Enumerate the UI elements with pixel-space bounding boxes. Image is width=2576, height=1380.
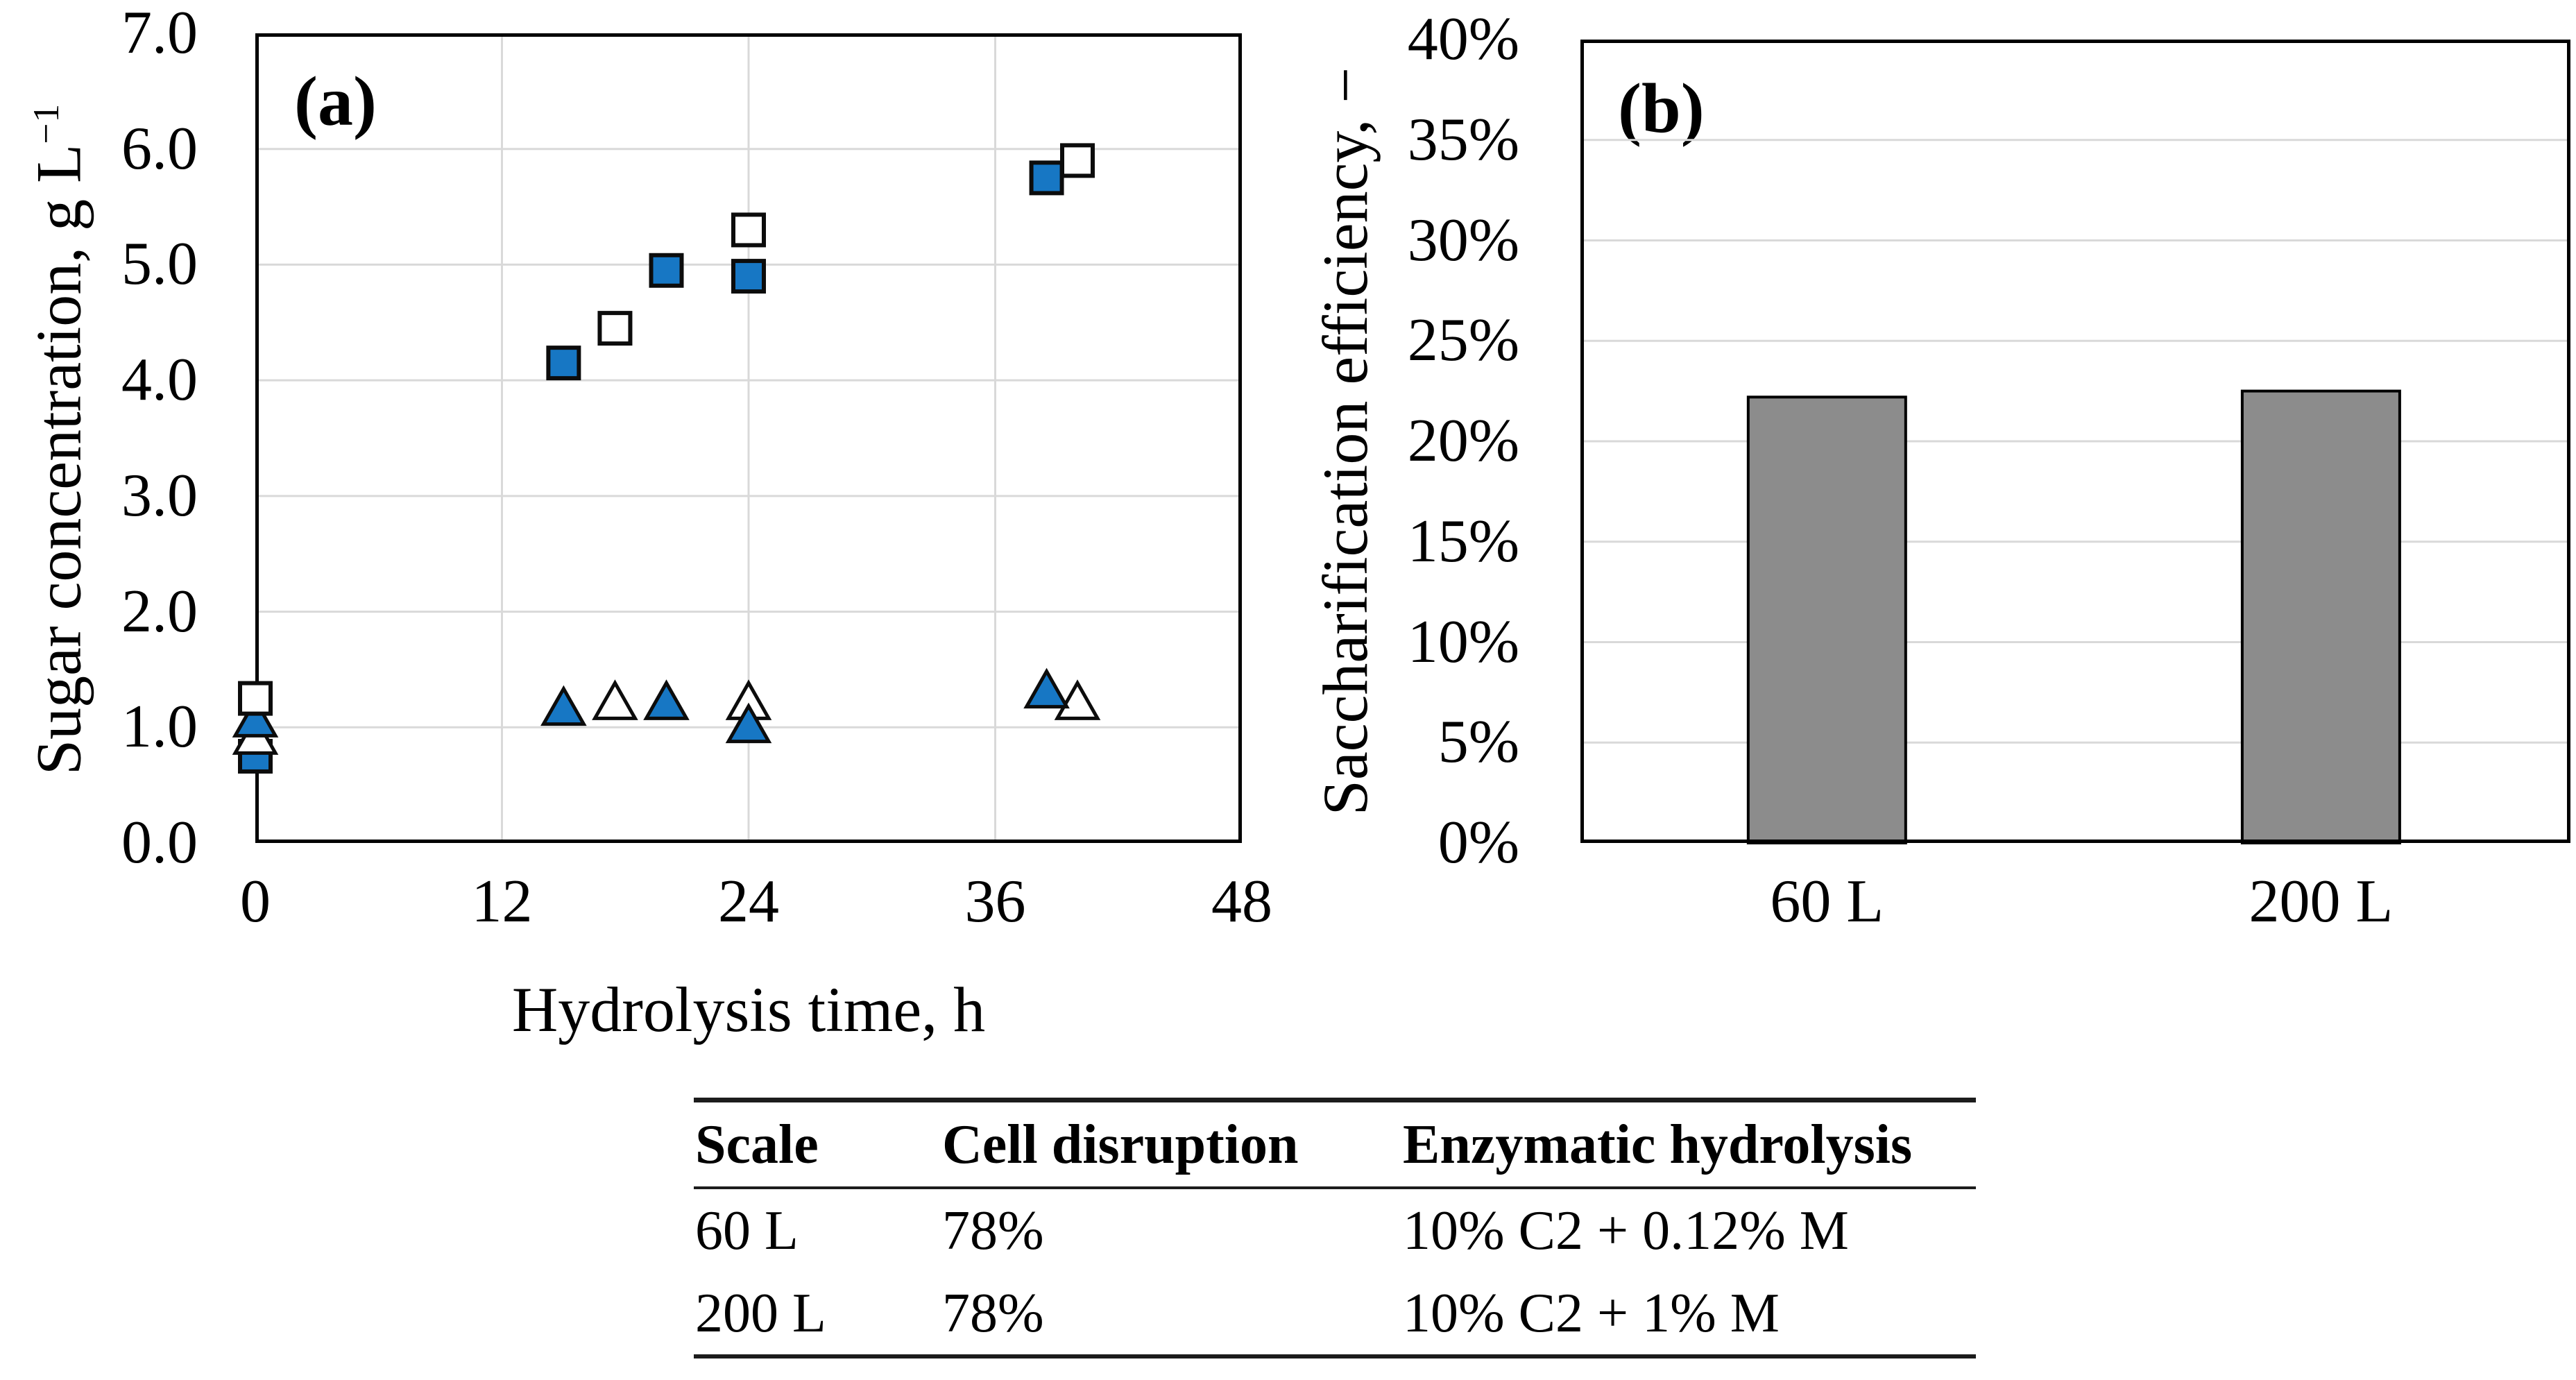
y-tick-label-a: 5.0 [121,230,198,298]
table-cell: 60 L [695,1200,799,1261]
table-cell: 200 L [695,1282,826,1344]
table-header-cell: Scale [695,1114,819,1175]
y-tick-label-b: 15% [1407,507,1519,575]
scatter-plot-a [232,33,1242,843]
x-tick-label-a: 48 [1211,868,1272,935]
y-tick-label-a: 1.0 [121,693,198,761]
y-tick-label-a: 2.0 [121,577,198,645]
table-cell: 10% C2 + 0.12% M [1403,1200,1849,1261]
y-axis-title-a-text: Sugar concentration, g L [23,144,94,776]
conditions-table: Scale Cell disruption Enzymatic hydrolysis… [694,1098,1976,1358]
y-tick-label-b: 25% [1407,307,1519,375]
marker-filled-square [546,346,581,381]
y-tick-label-a: 6.0 [121,114,198,182]
x-tick-label-a: 24 [718,868,779,935]
bar-60-L [1746,395,1907,844]
y-axis-title-b: Saccharification efficiency, − [1310,67,1381,816]
marker-open-triangle [1054,679,1101,720]
x-tick-label-a: 12 [471,868,533,935]
table-row: 200 L 78% 10% C2 + 1% M [694,1272,1976,1354]
category-label-b: 200 L [2249,868,2394,935]
y-axis-title-a: Sugar concentration, g L−1 [8,0,94,960]
table-cell: 78% [942,1282,1044,1344]
table-body: 60 L 78% 10% C2 + 0.12% M 200 L 78% 10% C2 + … [694,1189,1976,1354]
marker-filled-triangle [232,697,279,738]
plot-border-b [1580,40,2570,843]
y-tick-label-b: 10% [1407,608,1519,676]
marker-filled-triangle [725,702,772,744]
marker-open-square [238,681,273,716]
marker-filled-square [731,259,766,294]
marker-open-square [597,311,633,346]
marker-filled-square [1029,160,1064,196]
marker-filled-triangle [1023,667,1070,709]
panel-b-label: (b) [1618,69,1705,148]
bar-chart-b [1580,40,2570,844]
x-tick-label-a: 0 [240,868,271,935]
y-tick-label-b: 0% [1438,809,1519,876]
x-axis-title-a: Hydrolysis time, h [511,974,986,1045]
marker-filled-triangle [643,679,690,720]
y-axis-title-a-superscript: −1 [25,103,67,144]
marker-open-square [731,212,766,248]
table-row: 60 L 78% 10% C2 + 0.12% M [694,1189,1976,1272]
y-tick-label-b: 35% [1407,105,1519,173]
marker-filled-square [649,253,684,288]
table-cell: 78% [942,1200,1044,1261]
y-tick-label-b: 40% [1407,6,1519,73]
y-tick-label-b: 5% [1438,708,1519,776]
y-tick-label-a: 7.0 [121,0,198,67]
marker-filled-triangle [540,685,587,726]
table-header-cell: Enzymatic hydrolysis [1403,1114,1913,1175]
table-header-row: Scale Cell disruption Enzymatic hydrolysis [694,1102,1976,1189]
y-tick-label-b: 30% [1407,206,1519,274]
panel-a-label: (a) [294,62,377,141]
marker-open-triangle [592,679,638,720]
category-label-b: 60 L [1770,868,1884,935]
table-cell: 10% C2 + 1% M [1403,1282,1780,1344]
y-tick-label-a: 0.0 [121,809,198,876]
y-tick-label-a: 4.0 [121,346,198,414]
x-tick-label-a: 36 [964,868,1026,935]
bar-200-L [2240,389,2401,844]
y-tick-label-b: 20% [1407,407,1519,475]
plot-border-a [255,33,1242,843]
table-header-cell: Cell disruption [942,1114,1299,1175]
marker-open-square [1060,143,1095,178]
y-tick-label-a: 3.0 [121,461,198,529]
